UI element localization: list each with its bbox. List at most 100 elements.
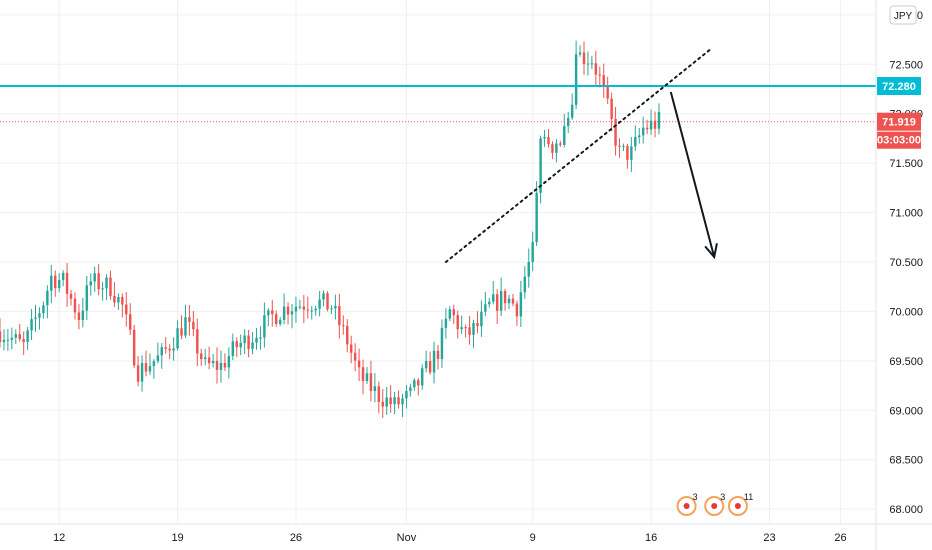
candle-body	[227, 355, 231, 368]
down-arrow-shaft[interactable]	[669, 91, 716, 258]
candle-body	[188, 317, 191, 322]
candle-body	[377, 386, 381, 402]
candle-body	[397, 397, 400, 405]
candle-body	[389, 397, 392, 405]
candle-body	[156, 355, 160, 362]
candle-body	[657, 112, 661, 129]
candle-body	[176, 328, 179, 349]
candle-body	[207, 357, 211, 364]
event-badges[interactable]: 3 3 11	[676, 492, 754, 516]
countdown-tag: 03:03:00	[877, 135, 921, 147]
candle-body	[472, 322, 475, 335]
candle-body	[428, 361, 432, 373]
candle-body	[121, 297, 124, 305]
candle-body	[420, 368, 424, 386]
candle-body	[278, 319, 282, 324]
candle-body	[267, 310, 270, 316]
candle-body	[200, 353, 203, 360]
candle-body	[302, 306, 306, 310]
event-dot-icon	[683, 503, 690, 509]
candle-body	[215, 360, 219, 370]
candle-body	[559, 143, 562, 145]
candle-body	[259, 337, 262, 339]
candle-body	[476, 322, 479, 327]
candle-body	[30, 319, 33, 331]
candle-body	[393, 397, 396, 405]
y-tick-label: 71.000	[889, 208, 923, 220]
candle-body	[342, 325, 345, 327]
candle-body	[148, 366, 152, 372]
time-axis[interactable]: 12 19 26 Nov 9 16 23 26	[53, 532, 847, 544]
candle-body	[555, 143, 558, 153]
candle-body	[310, 310, 313, 312]
candle-body	[326, 293, 329, 310]
candle-body	[645, 127, 649, 130]
candle-body	[535, 192, 538, 243]
candle-body	[440, 327, 444, 360]
candle-body	[6, 339, 10, 341]
candle-body	[164, 347, 167, 349]
candle-body	[85, 285, 89, 311]
candle-body	[373, 386, 377, 391]
candle-body	[357, 360, 361, 368]
candle-body	[140, 363, 144, 382]
candle-body	[322, 293, 325, 300]
candle-body	[602, 75, 605, 87]
last-price-tag: 71.919	[882, 117, 916, 129]
candle-body	[444, 318, 448, 328]
candle-body	[649, 120, 653, 130]
candle-body	[385, 397, 388, 407]
candle-body	[14, 334, 18, 338]
candle-body	[211, 360, 215, 364]
candle-body	[330, 308, 333, 310]
candle-body	[622, 146, 625, 148]
candle-body	[101, 288, 104, 290]
x-tick-label: 9	[530, 532, 536, 544]
dotted-trendline[interactable]	[444, 48, 712, 263]
candle-body	[203, 357, 207, 360]
candle-body	[539, 138, 542, 193]
event-count: 3	[693, 492, 698, 502]
candle-body	[456, 315, 459, 330]
candle-body	[255, 337, 258, 343]
candle-body	[464, 327, 467, 329]
candle-body	[172, 348, 175, 351]
candle-body	[626, 146, 629, 160]
event-count: 3	[720, 492, 725, 502]
candle-body	[598, 74, 602, 76]
candle-body	[369, 373, 373, 391]
candle-body	[523, 276, 527, 293]
candle-body	[77, 312, 81, 321]
x-tick-label: 26	[290, 532, 302, 544]
candle-body	[638, 135, 641, 138]
candle-body	[42, 305, 45, 314]
candle-body	[125, 304, 128, 315]
candle-body	[219, 362, 223, 370]
x-tick-label: Nov	[397, 532, 417, 544]
candle-body	[34, 317, 37, 320]
candle-body	[306, 309, 310, 311]
candle-body	[653, 120, 657, 129]
y-tick-label: 68.000	[889, 504, 923, 516]
candle-body	[271, 310, 274, 315]
candle-body	[290, 311, 294, 315]
y-tick-label: 68.500	[889, 455, 923, 467]
candle-body	[578, 52, 582, 55]
candle-body	[618, 145, 621, 147]
candle-body	[93, 273, 96, 282]
candle-body	[468, 327, 471, 335]
candle-body	[566, 117, 570, 127]
candle-body	[413, 380, 416, 388]
candle-body	[519, 292, 523, 317]
candle-body	[54, 275, 57, 289]
candle-body	[2, 339, 6, 343]
candle-body	[346, 325, 349, 345]
candle-body	[488, 301, 491, 305]
x-tick-label: 23	[763, 532, 775, 544]
candle-body	[38, 313, 41, 318]
y-tick-label: 69.500	[889, 356, 923, 368]
candle-body	[349, 344, 353, 353]
candle-body	[57, 279, 61, 289]
currency-badge[interactable]: JPY	[889, 5, 917, 25]
